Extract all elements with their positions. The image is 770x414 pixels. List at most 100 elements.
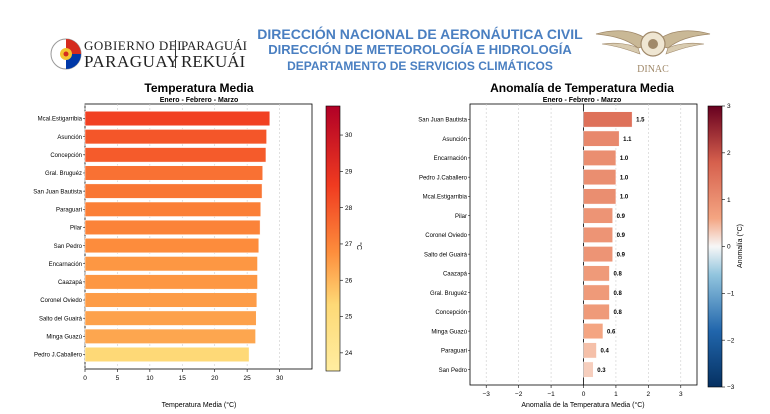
chart2-xlabel: Anomalía de la Temperatura Media (°C) bbox=[521, 401, 644, 409]
colorbar-tick-label: 26 bbox=[345, 277, 353, 284]
colorbar-tick-label: 24 bbox=[345, 350, 353, 357]
bar bbox=[84, 310, 257, 326]
category-label: San Pedro bbox=[439, 368, 468, 374]
category-label: Concepción bbox=[435, 310, 467, 316]
bar bbox=[84, 183, 263, 199]
x-tick-label: 20 bbox=[211, 375, 219, 382]
colorbar-tick-label: −2 bbox=[727, 337, 735, 344]
chart2-subtitle: Enero - Febrero - Marzo bbox=[543, 97, 622, 104]
chart2-x-ticks: −3 −2 −1 0 1 2 3 bbox=[483, 385, 683, 398]
x-tick-label: −3 bbox=[483, 391, 491, 398]
bar bbox=[583, 207, 613, 224]
value-label: 0.3 bbox=[597, 368, 606, 374]
chart1-x-ticks: 0 5 10 15 20 25 30 bbox=[83, 369, 284, 382]
chart2-colorbar bbox=[707, 105, 723, 388]
gov-left-line2: PARAGUAY bbox=[84, 52, 180, 71]
bar bbox=[583, 169, 617, 186]
value-label: 0.8 bbox=[613, 291, 622, 297]
value-label: 1.5 bbox=[636, 118, 645, 124]
colorbar-tick-label: 27 bbox=[345, 241, 353, 248]
colorbar-tick-label: 25 bbox=[345, 314, 353, 321]
category-label: Coronel Oviedo bbox=[40, 298, 82, 304]
chart2-category-labels: San Juan Bautista Asunción Encarnación Pedr… bbox=[418, 118, 470, 374]
bar bbox=[583, 226, 613, 243]
colorbar-tick-label: 1 bbox=[727, 197, 731, 204]
paraguay-emblem-icon bbox=[50, 38, 82, 70]
category-label: Gral. Bruguéz bbox=[45, 171, 82, 177]
bar bbox=[583, 361, 594, 378]
chart1-subtitle: Enero - Febrero - Marzo bbox=[160, 97, 239, 104]
value-label: 0.8 bbox=[613, 310, 622, 316]
value-label: 0.9 bbox=[617, 214, 626, 220]
dinac-wings-icon bbox=[595, 30, 711, 57]
category-label: Encarnación bbox=[49, 262, 82, 268]
bar bbox=[84, 346, 250, 362]
bar bbox=[583, 130, 620, 147]
bar bbox=[583, 265, 610, 282]
category-label: Asunción bbox=[57, 135, 82, 141]
x-tick-label: −1 bbox=[547, 391, 555, 398]
chart2-bars bbox=[583, 111, 633, 378]
chart1-colorbar-label: °C bbox=[355, 242, 363, 250]
bar bbox=[84, 147, 267, 163]
chart1-bars bbox=[84, 111, 271, 362]
category-label: Pilar bbox=[70, 226, 82, 232]
value-label: 1.1 bbox=[623, 137, 632, 143]
category-label: San Juan Bautista bbox=[418, 118, 467, 124]
chart1-category-labels: Mcal.Estigarribia Asunción Concepción Gral.… bbox=[33, 117, 85, 359]
category-label: Pedro J.Caballero bbox=[34, 353, 83, 359]
category-label: Paraguari bbox=[441, 349, 467, 355]
x-tick-label: 3 bbox=[679, 391, 683, 398]
category-label: Asunción bbox=[442, 137, 467, 143]
chart2-title: Anomalía de Temperatura Media bbox=[490, 81, 674, 95]
category-label: Coronel Oviedo bbox=[425, 233, 467, 239]
x-tick-label: 25 bbox=[244, 375, 252, 382]
category-label: Gral. Bruguéz bbox=[430, 291, 467, 297]
x-tick-label: 0 bbox=[83, 375, 87, 382]
category-label: Pilar bbox=[455, 214, 467, 220]
colorbar-tick-label: 30 bbox=[345, 132, 353, 139]
colorbar-tick-label: 2 bbox=[727, 150, 731, 157]
gov-left-line1: GOBIERNO DEL bbox=[84, 38, 186, 53]
dinac-logo: DINAC bbox=[588, 22, 718, 78]
colorbar-tick-label: 28 bbox=[345, 205, 353, 212]
dinac-label: DINAC bbox=[637, 64, 669, 75]
bar bbox=[84, 274, 258, 290]
value-label: 0.4 bbox=[600, 349, 609, 355]
bar bbox=[84, 238, 260, 254]
category-label: Mcal.Estigarribia bbox=[38, 117, 83, 123]
value-label: 1.0 bbox=[620, 195, 629, 201]
bar bbox=[84, 165, 263, 181]
value-label: 0.9 bbox=[617, 252, 626, 258]
bar bbox=[583, 149, 617, 166]
x-tick-label: 5 bbox=[116, 375, 120, 382]
value-label: 1.0 bbox=[620, 175, 629, 181]
category-label: San Pedro bbox=[54, 244, 83, 250]
bar bbox=[84, 219, 261, 235]
x-tick-label: 30 bbox=[276, 375, 284, 382]
chart1-title: Temperatura Media bbox=[144, 81, 253, 95]
colorbar-tick-label: 29 bbox=[345, 169, 353, 176]
colorbar-tick-label: −1 bbox=[727, 291, 735, 298]
colorbar-tick-label: −3 bbox=[727, 384, 735, 391]
gov-right-line2: REKUÁI bbox=[181, 52, 246, 71]
title-line-2: DIRECCIÓN DE METEOROLOGÍA E HIDROLOGÍA bbox=[268, 42, 572, 57]
value-label: 0.9 bbox=[617, 233, 626, 239]
chart1-colorbar bbox=[325, 105, 341, 372]
colorbar-tick-label: 3 bbox=[727, 103, 731, 110]
bar bbox=[84, 328, 256, 344]
colorbar-tick-label: 0 bbox=[727, 244, 731, 251]
bar bbox=[84, 256, 258, 272]
gov-logo: GOBIERNO DEL PARAGUAY PARAGUÁI REKUÁI bbox=[48, 36, 258, 74]
category-label: Minga Guazú bbox=[46, 335, 82, 341]
chart2-value-labels: 1.5 1.1 1.0 1.0 1.0 0.9 0.9 0.9 0.8 0.8 0.8 0.6 0.4 0… bbox=[597, 118, 645, 374]
category-label: Paraguari bbox=[56, 207, 82, 213]
chart1-colorbar-ticks: 24 25 26 27 28 29 30 bbox=[340, 132, 353, 357]
header-title: DIRECCIÓN NACIONAL DE AERONÁUTICA CIVIL … bbox=[255, 26, 585, 74]
bar bbox=[583, 342, 597, 359]
category-label: Minga Guazú bbox=[431, 329, 467, 335]
gov-right-line1: PARAGUÁI bbox=[181, 38, 247, 53]
x-tick-label: 15 bbox=[179, 375, 187, 382]
bar bbox=[583, 303, 610, 320]
chart2-colorbar-ticks: −3 −2 −1 0 1 2 3 bbox=[722, 103, 735, 391]
